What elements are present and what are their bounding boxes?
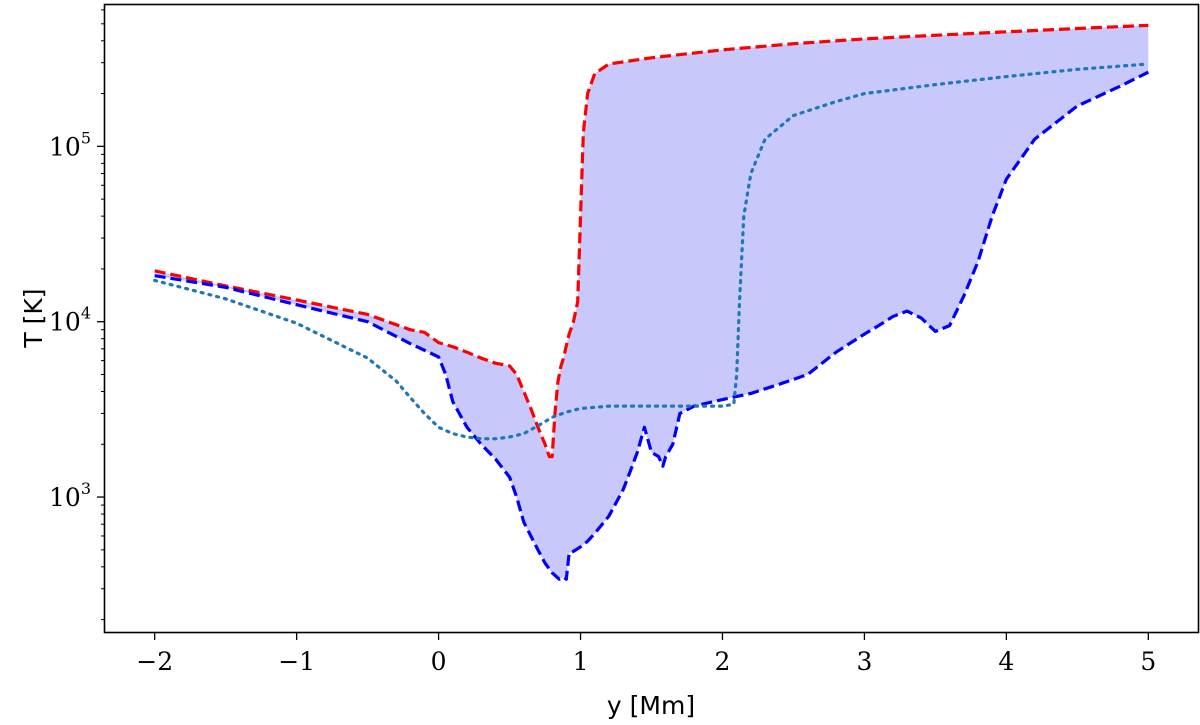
x-tick-label: 0 [431, 647, 447, 676]
y-axis: 103 104 105 [49, 9, 105, 621]
x-tick-label: −1 [278, 647, 315, 676]
x-axis: −2 −1 0 1 2 3 4 5 [136, 632, 1156, 676]
range-band [154, 25, 1149, 580]
y-tick-label: 103 [49, 479, 91, 512]
x-tick-label: 2 [715, 647, 731, 676]
y-axis-label: T [K] [19, 288, 48, 348]
y-tick-label: 105 [49, 128, 91, 161]
x-tick-label: 1 [573, 647, 589, 676]
x-tick-label: 5 [1140, 647, 1156, 676]
x-tick-label: −2 [136, 647, 173, 676]
x-tick-label: 3 [856, 647, 872, 676]
series-line-1 [154, 70, 1150, 581]
x-tick-label: 4 [998, 647, 1014, 676]
series-line-0 [154, 23, 1149, 459]
y-tick-label: 104 [49, 304, 91, 337]
series-line-2 [153, 62, 1150, 441]
plot-frame [103, 3, 1200, 634]
x-axis-label: y [Mm] [607, 691, 695, 720]
series-layer [153, 23, 1150, 581]
